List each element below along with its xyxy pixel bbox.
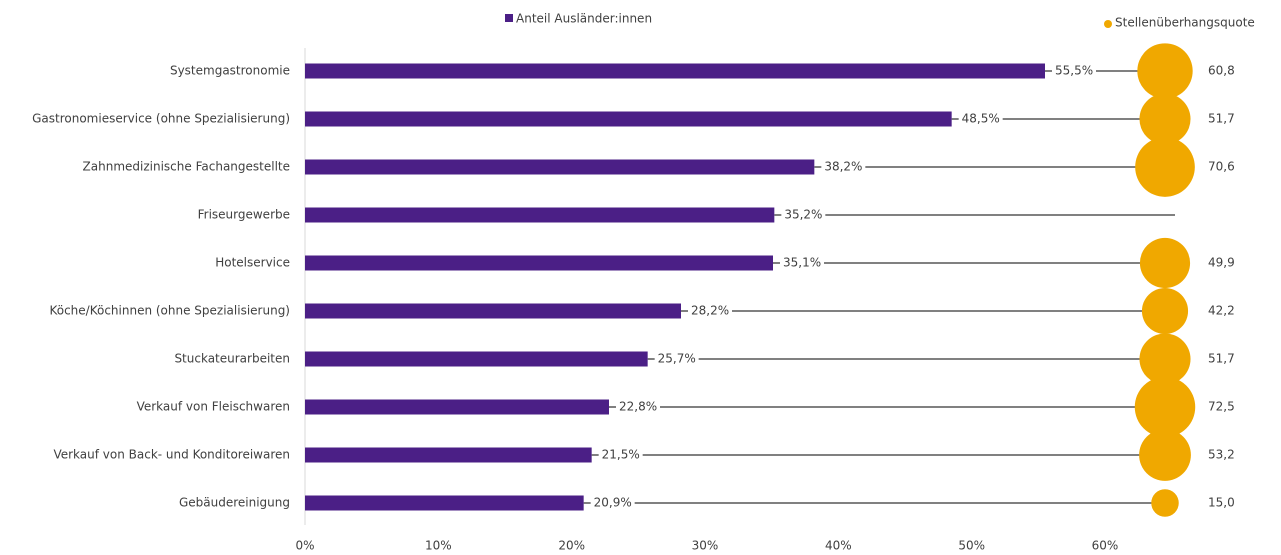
y-tick-label: Gastronomieservice (ohne Spezialisierung… bbox=[32, 112, 290, 126]
x-tick-label: 0% bbox=[295, 539, 314, 553]
x-tick-label: 50% bbox=[958, 539, 985, 553]
y-tick-label: Stuckateurarbeiten bbox=[174, 352, 290, 366]
bubble-label: 70,6 bbox=[1208, 160, 1235, 174]
y-tick-label: Verkauf von Fleischwaren bbox=[137, 400, 290, 414]
label-bg bbox=[780, 255, 824, 271]
bubble bbox=[1141, 287, 1189, 335]
label-bg bbox=[1052, 63, 1096, 79]
data-label: 48,5% bbox=[962, 112, 1000, 126]
bubble-label: 49,9 bbox=[1208, 256, 1235, 270]
legend-swatch bbox=[505, 14, 513, 22]
bubble-label: 51,7 bbox=[1208, 112, 1235, 126]
data-label: 35,2% bbox=[784, 208, 822, 222]
y-tick-label: Verkauf von Back- und Konditoreiwaren bbox=[53, 448, 290, 462]
y-tick-label: Hotelservice bbox=[215, 256, 290, 270]
bar bbox=[305, 63, 1045, 79]
data-label: 22,8% bbox=[619, 400, 657, 414]
label-bg bbox=[821, 159, 866, 175]
y-tick-label: Gebäudereinigung bbox=[179, 496, 290, 510]
bar bbox=[305, 111, 952, 127]
label-bg bbox=[688, 303, 732, 319]
bubble bbox=[1134, 376, 1196, 438]
bar bbox=[305, 495, 584, 511]
y-tick-label: Friseurgewerbe bbox=[198, 208, 290, 222]
y-tick-label: Zahnmedizinische Fachangestellte bbox=[83, 160, 290, 174]
bar bbox=[305, 351, 648, 367]
bar bbox=[305, 447, 592, 463]
x-tick-label: 30% bbox=[692, 539, 719, 553]
bubble bbox=[1139, 429, 1191, 481]
bubble bbox=[1139, 333, 1191, 385]
bubble bbox=[1139, 237, 1191, 289]
data-label: 20,9% bbox=[594, 496, 632, 510]
label-bg bbox=[590, 495, 635, 511]
x-tick-label: 60% bbox=[1092, 539, 1119, 553]
x-tick-label: 40% bbox=[825, 539, 852, 553]
bar bbox=[305, 303, 681, 319]
bubble bbox=[1151, 489, 1179, 517]
bubble-label: 72,5 bbox=[1208, 400, 1235, 414]
y-tick-label: Systemgastronomie bbox=[170, 64, 290, 78]
bubble-label: 15,0 bbox=[1208, 496, 1235, 510]
bar bbox=[305, 159, 815, 175]
data-label: 38,2% bbox=[824, 160, 862, 174]
bubble bbox=[1137, 43, 1193, 99]
bar bbox=[305, 399, 609, 415]
label-bg bbox=[616, 399, 660, 415]
bubble-label: 51,7 bbox=[1208, 352, 1235, 366]
data-label: 28,2% bbox=[691, 304, 729, 318]
data-label: 25,7% bbox=[658, 352, 696, 366]
x-tick-label: 10% bbox=[425, 539, 452, 553]
bubble-label: 42,2 bbox=[1208, 304, 1235, 318]
bubble bbox=[1135, 137, 1195, 197]
bar bbox=[305, 255, 773, 271]
y-tick-label: Köche/Köchinnen (ohne Spezialisierung) bbox=[49, 304, 290, 318]
legend-swatch bbox=[1104, 20, 1112, 28]
data-label: 55,5% bbox=[1055, 64, 1093, 78]
label-bg bbox=[598, 447, 643, 463]
bubble bbox=[1139, 93, 1191, 145]
data-label: 21,5% bbox=[602, 448, 640, 462]
bubble-label: 60,8 bbox=[1208, 64, 1235, 78]
legend-label: Stellenüberhangsquote bbox=[1115, 16, 1255, 30]
legend-label: Anteil Ausländer:innen bbox=[516, 12, 652, 26]
label-bg bbox=[781, 207, 826, 223]
label-bg bbox=[654, 351, 699, 367]
x-tick-label: 20% bbox=[558, 539, 585, 553]
bubble-label: 53,2 bbox=[1208, 448, 1235, 462]
bar bbox=[305, 207, 775, 223]
label-bg bbox=[958, 111, 1003, 127]
data-label: 35,1% bbox=[783, 256, 821, 270]
